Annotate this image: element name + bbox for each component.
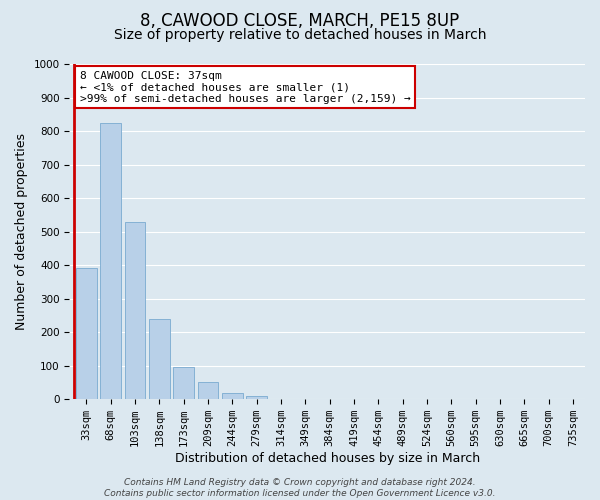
Bar [149, 319, 170, 399]
Text: Size of property relative to detached houses in March: Size of property relative to detached ho… [114, 28, 486, 42]
Bar [125, 222, 145, 399]
Y-axis label: Number of detached properties: Number of detached properties [15, 133, 28, 330]
Text: 8 CAWOOD CLOSE: 37sqm
← <1% of detached houses are smaller (1)
>99% of semi-deta: 8 CAWOOD CLOSE: 37sqm ← <1% of detached … [80, 70, 410, 104]
Bar [76, 268, 97, 399]
Bar [100, 122, 121, 399]
Bar [222, 392, 242, 399]
Bar [197, 382, 218, 399]
Bar [247, 396, 267, 399]
Bar [173, 368, 194, 399]
Text: 8, CAWOOD CLOSE, MARCH, PE15 8UP: 8, CAWOOD CLOSE, MARCH, PE15 8UP [140, 12, 460, 30]
Text: Contains HM Land Registry data © Crown copyright and database right 2024.
Contai: Contains HM Land Registry data © Crown c… [104, 478, 496, 498]
X-axis label: Distribution of detached houses by size in March: Distribution of detached houses by size … [175, 452, 480, 465]
